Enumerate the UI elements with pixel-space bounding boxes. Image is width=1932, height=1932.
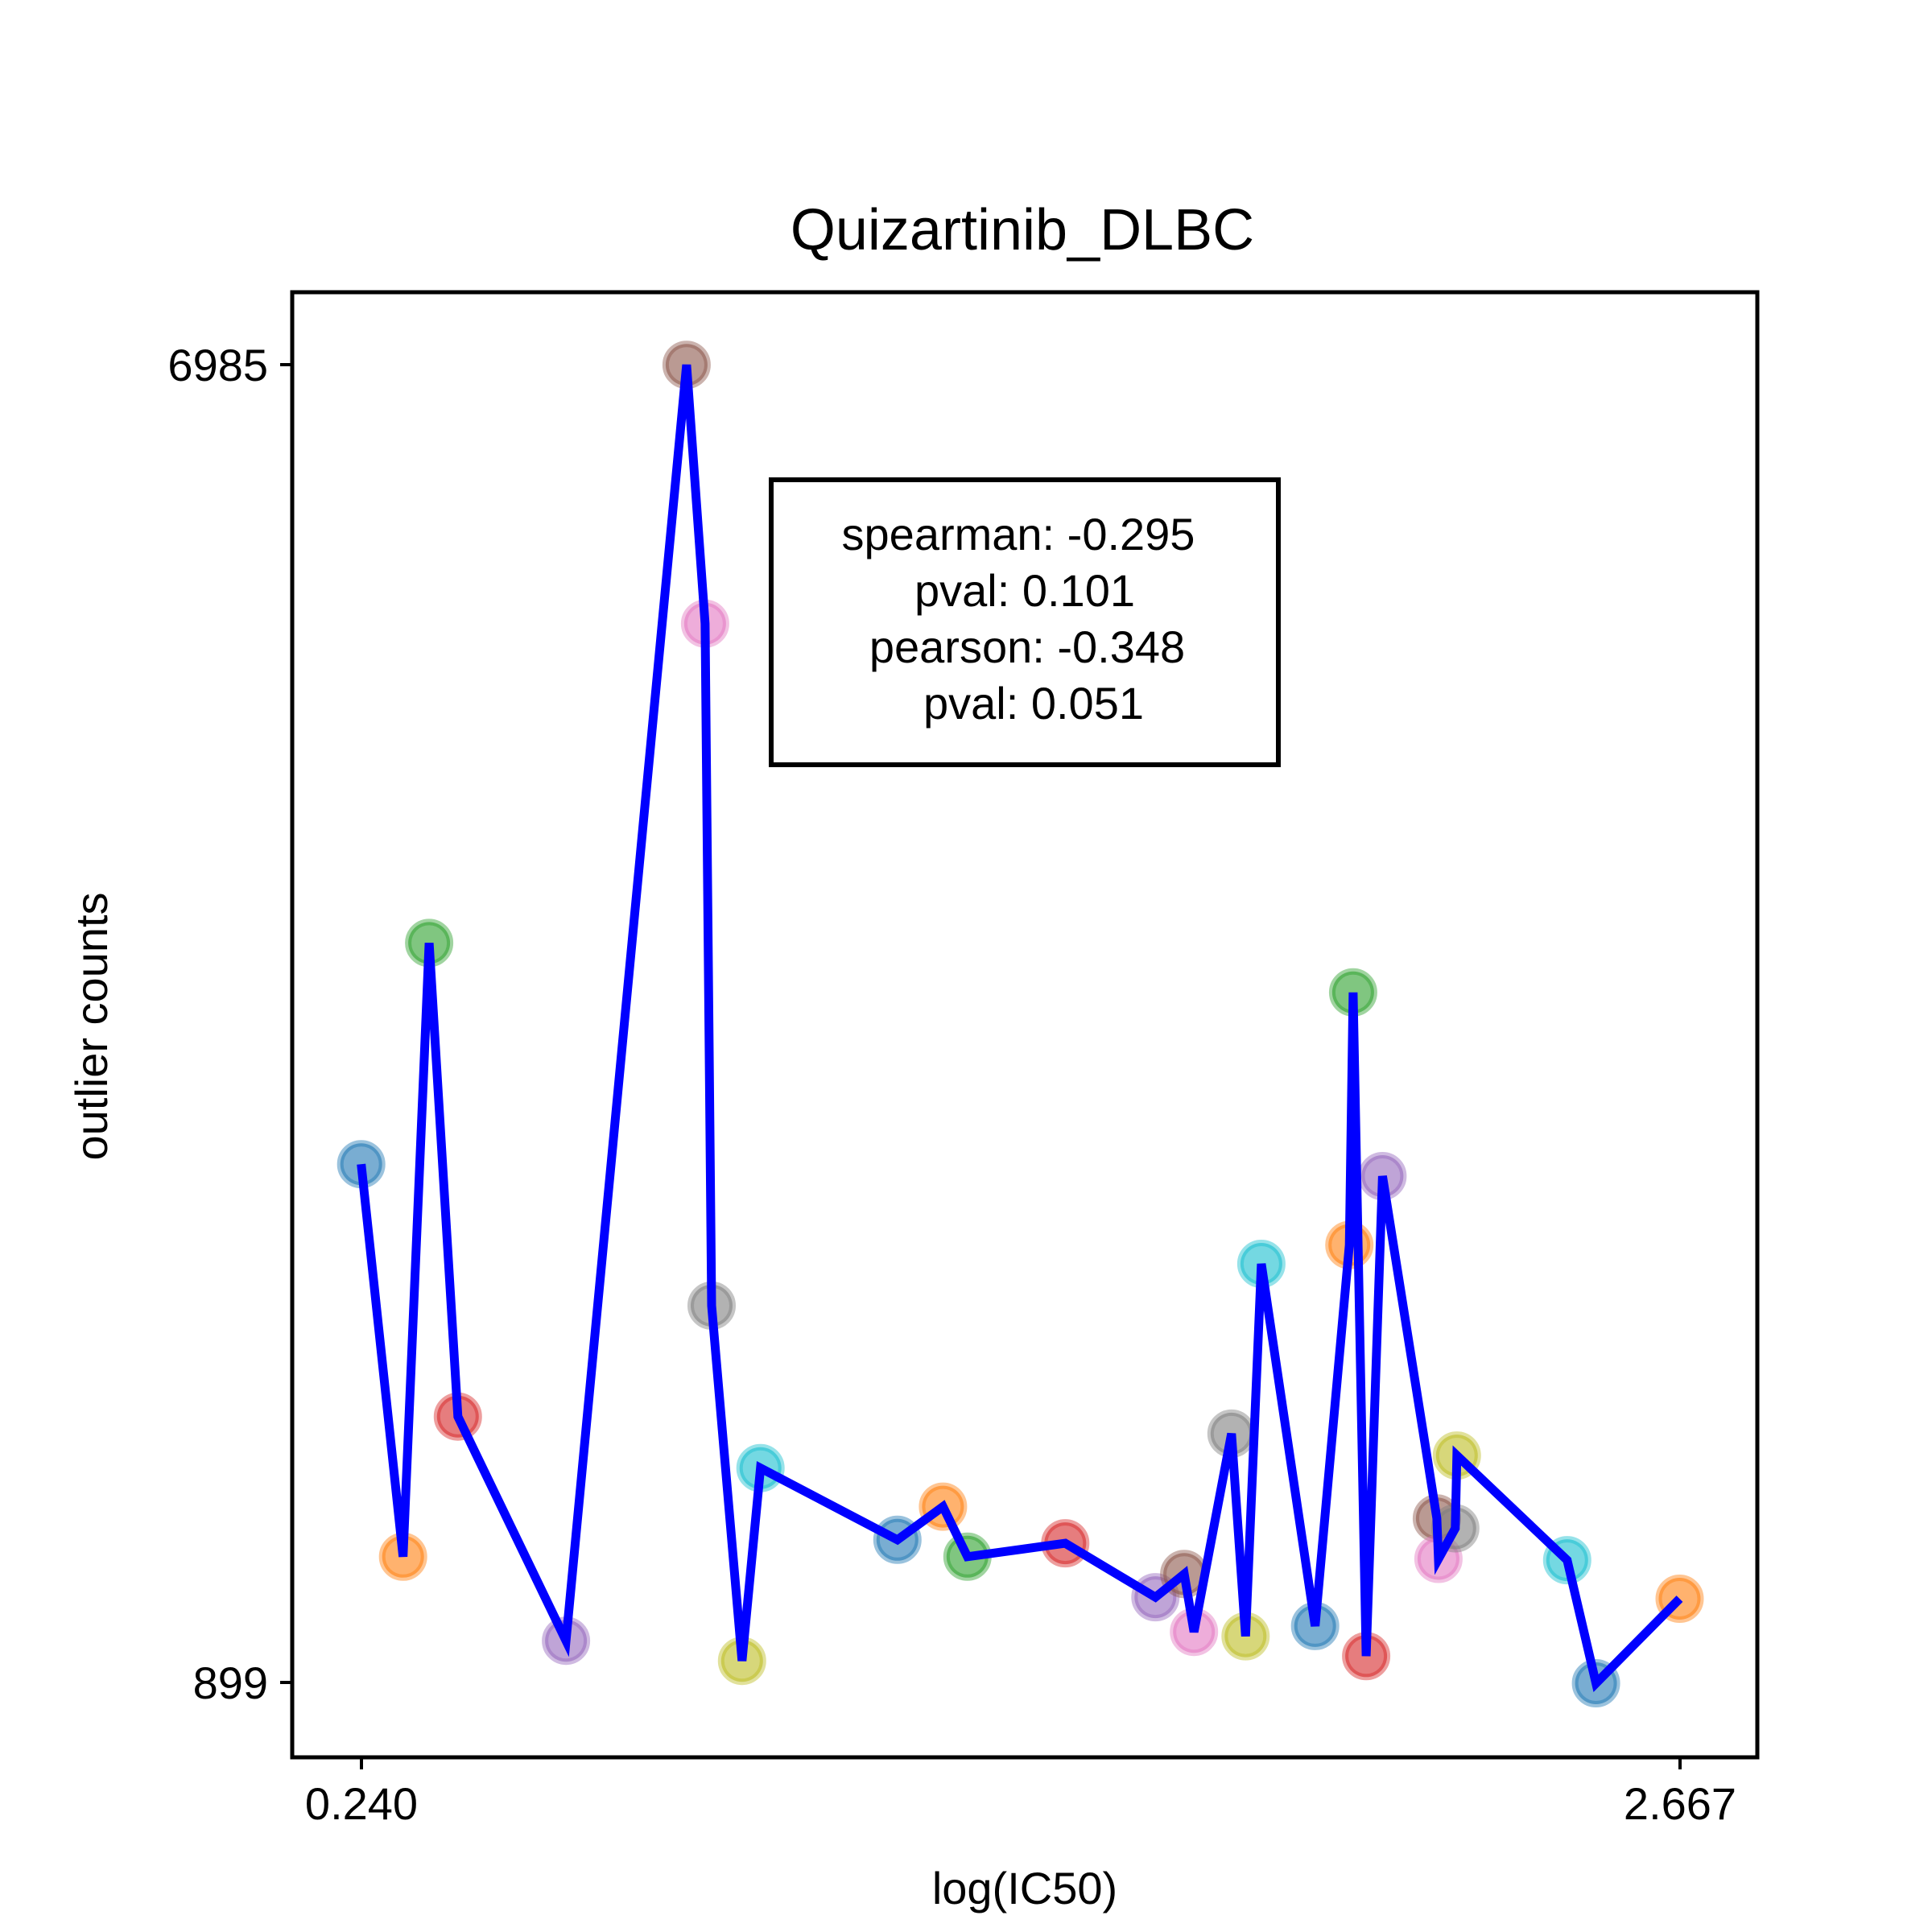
stats-spearman: spearman: -0.295 xyxy=(842,509,1195,559)
stats-pearson-pval: pval: 0.051 xyxy=(923,678,1144,729)
x-tick-label-0240: 0.240 xyxy=(305,1778,418,1829)
series-line xyxy=(357,364,1683,1692)
y-tick-label-899: 899 xyxy=(193,1657,268,1708)
stats-spearman-pval: pval: 0.101 xyxy=(914,565,1135,616)
chart-title: Quizartinib_DLBC xyxy=(791,198,1254,262)
y-tick-label-6985: 6985 xyxy=(167,340,268,390)
x-tick-label-2667: 2.667 xyxy=(1624,1778,1736,1829)
stats-pearson: pearson: -0.348 xyxy=(869,621,1185,672)
x-axis-label: log(IC50) xyxy=(932,1863,1117,1913)
y-axis-label: outlier counts xyxy=(66,892,117,1160)
plot-frame xyxy=(290,290,1760,1760)
stats-box xyxy=(769,477,1281,767)
